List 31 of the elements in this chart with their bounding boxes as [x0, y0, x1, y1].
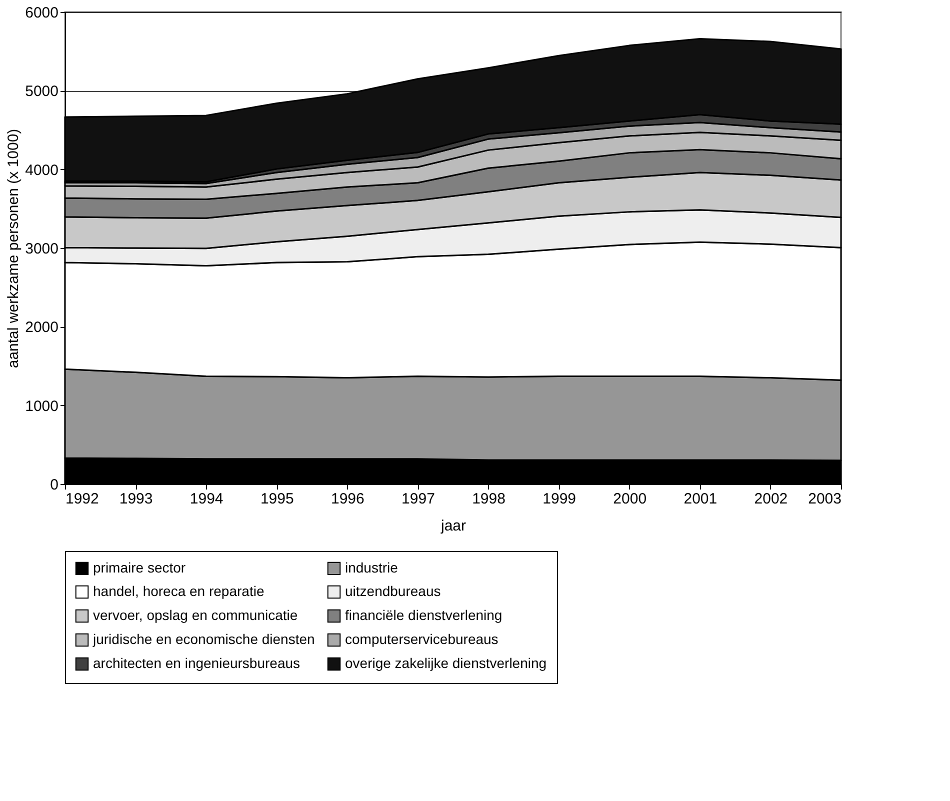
legend-label: computerservicebureaus — [345, 631, 498, 647]
x-tick-label: 2003 — [808, 490, 842, 508]
x-tick-label: 1999 — [542, 490, 576, 508]
x-axis-title: jaar — [440, 518, 466, 534]
x-tick-label: 1995 — [260, 490, 294, 508]
y-tick-label: 3000 — [25, 240, 58, 258]
y-tick-label: 4000 — [25, 162, 58, 179]
y-axis-title: aantal werkzame personen (x 1000) — [5, 128, 22, 368]
y-tick-label: 0 — [50, 476, 58, 494]
legend-label: financiële dienstverlening — [345, 607, 502, 623]
legend-label: architecten en ingenieursbureaus — [93, 655, 300, 671]
legend-label: juridische en economische diensten — [92, 631, 315, 647]
legend-label: industrie — [345, 559, 398, 576]
x-tick-label: 2002 — [754, 490, 788, 508]
x-tick-label: 1996 — [330, 490, 364, 508]
x-tick-label: 1992 — [66, 490, 99, 508]
y-tick-label: 2000 — [25, 319, 58, 336]
x-tick-label: 1994 — [190, 490, 224, 508]
legend-label: uitzendbureaus — [345, 583, 441, 599]
legend-label: handel, horeca en reparatie — [93, 583, 264, 599]
y-tick-label: 1000 — [25, 398, 58, 415]
x-tick-label: 2000 — [613, 490, 647, 508]
legend-label: primaire sector — [93, 559, 186, 576]
y-tick-label: 5000 — [25, 83, 58, 100]
legend-label: overige zakelijke dienstverlening — [345, 655, 547, 671]
y-tick-label: 6000 — [25, 4, 58, 22]
legend-label: vervoer, opslag en communicatie — [93, 607, 298, 623]
x-tick-label: 1997 — [402, 490, 435, 508]
x-tick-label: 1993 — [119, 490, 153, 508]
x-tick-label: 1998 — [472, 490, 506, 508]
x-tick-label: 2001 — [684, 490, 718, 508]
